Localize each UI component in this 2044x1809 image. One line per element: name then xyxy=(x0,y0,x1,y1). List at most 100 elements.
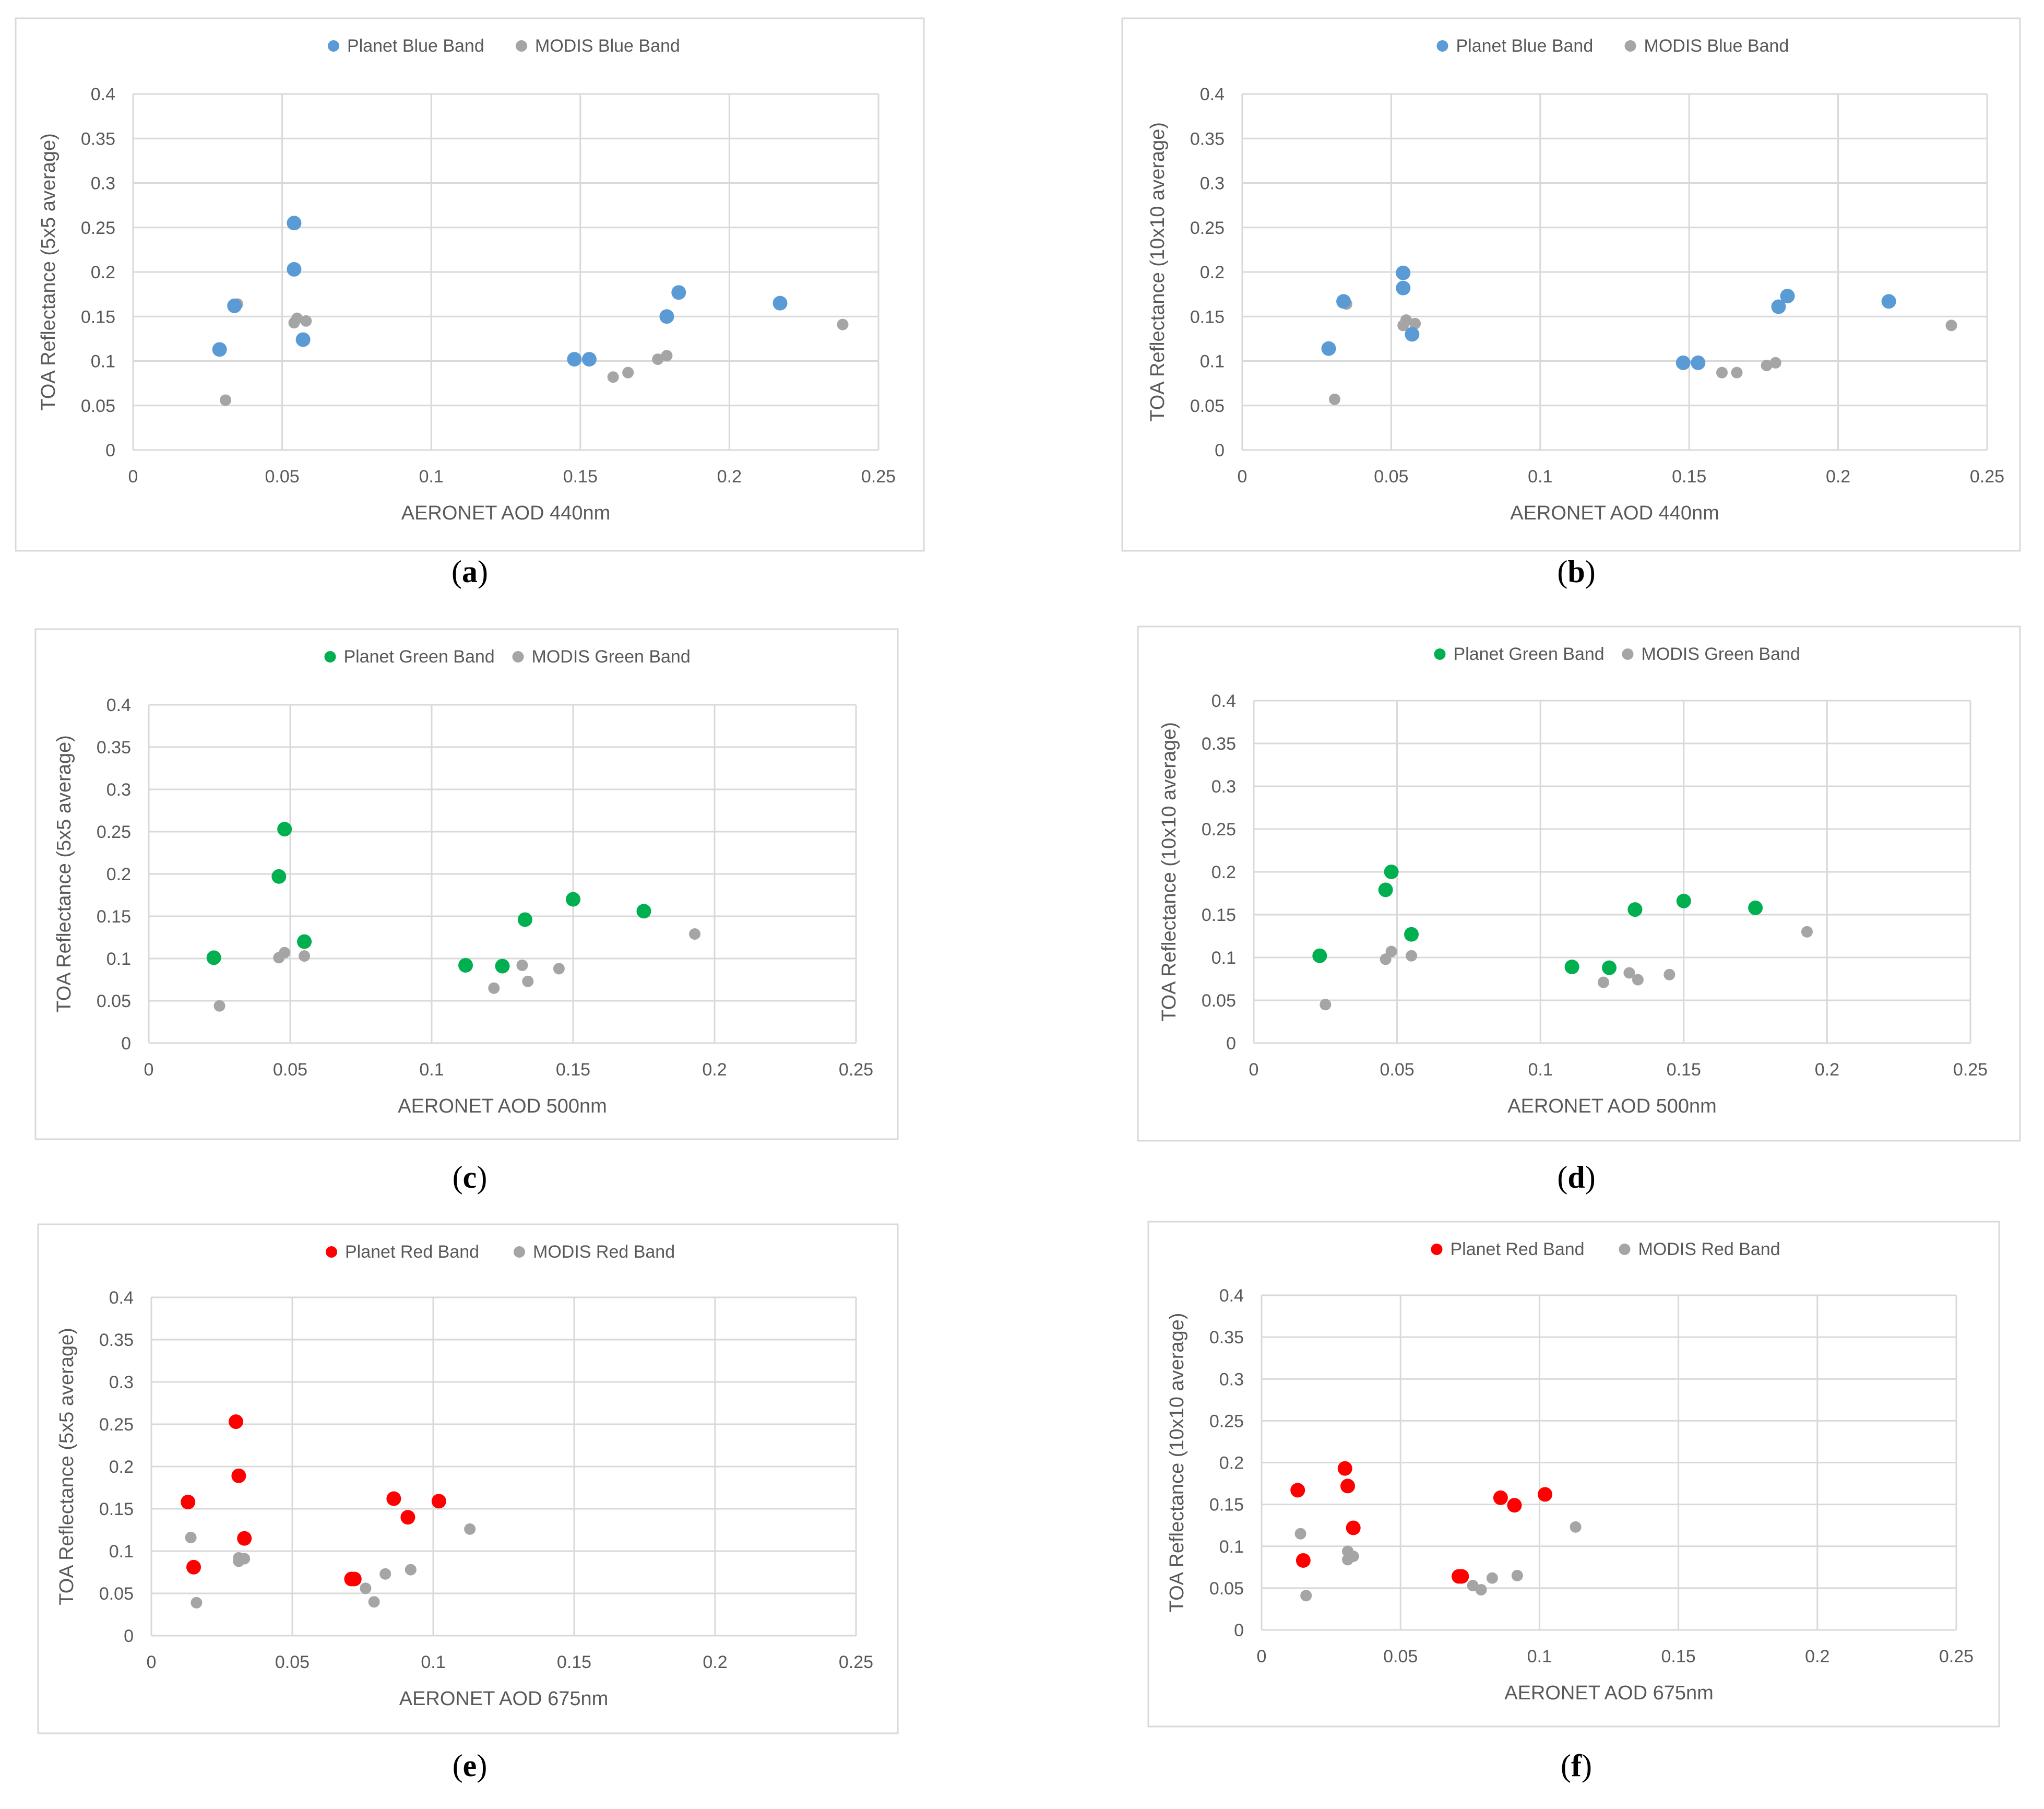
x-tick-label: 0 xyxy=(1238,467,1247,487)
x-tick-label: 0.05 xyxy=(1374,467,1408,487)
data-point xyxy=(652,353,664,365)
data-point xyxy=(1337,1461,1352,1476)
data-point xyxy=(1945,320,1957,332)
legend-label: MODIS Green Band xyxy=(532,647,691,667)
y-tick-label: 0.15 xyxy=(1209,1495,1244,1515)
panel-letter: e xyxy=(463,1748,477,1783)
x-tick-label: 0.25 xyxy=(1970,467,2004,487)
data-point xyxy=(1404,927,1419,942)
data-point xyxy=(1623,967,1635,979)
data-point xyxy=(1761,360,1773,372)
x-tick-label: 0.15 xyxy=(1672,467,1706,487)
data-point xyxy=(405,1564,417,1576)
x-tick-label: 0.25 xyxy=(1953,1060,1988,1080)
y-tick-label: 0 xyxy=(1226,1034,1236,1054)
y-tick-label: 0.35 xyxy=(1190,129,1225,149)
x-tick-label: 0.15 xyxy=(1667,1060,1701,1080)
y-tick-label: 0.2 xyxy=(91,263,115,282)
y-tick-label: 0.15 xyxy=(81,307,115,327)
legend-marker xyxy=(514,1246,525,1258)
data-point xyxy=(239,1553,251,1565)
y-tick-label: 0.2 xyxy=(1211,862,1236,882)
data-point xyxy=(1409,317,1421,329)
legend-marker xyxy=(1619,1244,1631,1255)
legend-marker xyxy=(1624,40,1636,52)
data-point xyxy=(368,1596,380,1608)
x-tick-label: 0.05 xyxy=(1380,1060,1415,1080)
data-point xyxy=(607,371,619,383)
panel-letter: a xyxy=(462,554,478,589)
data-point xyxy=(1801,926,1813,938)
panel-caption: (a) xyxy=(451,554,488,589)
x-tick-label: 0.1 xyxy=(1527,1647,1552,1666)
y-tick-label: 0.3 xyxy=(1219,1369,1244,1389)
panel-letter: b xyxy=(1567,554,1585,589)
data-point xyxy=(1493,1490,1508,1505)
data-point xyxy=(400,1510,415,1525)
y-tick-label: 0.1 xyxy=(1211,948,1236,968)
y-tick-label: 0.25 xyxy=(1209,1411,1244,1431)
x-tick-label: 0 xyxy=(1249,1060,1259,1080)
data-point xyxy=(287,216,302,231)
panel-caption: (f) xyxy=(1561,1748,1592,1783)
data-point xyxy=(227,298,242,313)
data-point xyxy=(1320,999,1332,1011)
data-point xyxy=(622,366,634,379)
y-tick-label: 0.1 xyxy=(109,1542,134,1562)
x-tick-label: 0 xyxy=(144,1060,154,1080)
y-tick-label: 0.3 xyxy=(91,174,115,194)
data-point xyxy=(1881,294,1896,309)
data-point xyxy=(1378,882,1393,897)
data-point xyxy=(464,1523,476,1535)
y-axis-title: TOA Reflectance (5x5 average) xyxy=(38,133,60,411)
legend-marker xyxy=(1436,40,1448,52)
legend-label: MODIS Red Band xyxy=(1638,1239,1780,1259)
data-point xyxy=(271,869,287,884)
data-point xyxy=(300,315,312,327)
data-point xyxy=(1627,902,1643,917)
data-point xyxy=(671,285,686,300)
y-tick-label: 0 xyxy=(1234,1621,1244,1640)
y-tick-label: 0.3 xyxy=(106,780,131,800)
y-tick-label: 0.15 xyxy=(1202,905,1236,925)
x-tick-label: 0.2 xyxy=(717,467,742,487)
data-point xyxy=(1396,265,1411,280)
data-point xyxy=(1602,960,1617,975)
y-tick-label: 0 xyxy=(121,1034,131,1054)
legend-marker xyxy=(326,1246,337,1258)
x-tick-label: 0.05 xyxy=(1383,1647,1418,1666)
data-point xyxy=(1570,1521,1582,1533)
data-point xyxy=(773,295,788,311)
data-point xyxy=(279,947,291,959)
data-point xyxy=(1475,1584,1487,1596)
x-tick-label: 0.15 xyxy=(557,1652,591,1672)
data-point xyxy=(1321,341,1336,356)
data-point xyxy=(458,957,473,973)
y-tick-label: 0.25 xyxy=(99,1415,134,1435)
y-tick-label: 0.15 xyxy=(1190,307,1225,327)
data-point xyxy=(1538,1487,1553,1502)
y-axis-title: TOA Reflectance (5x5 average) xyxy=(53,735,75,1013)
x-tick-label: 0.2 xyxy=(1826,467,1850,487)
y-tick-label: 0.35 xyxy=(1209,1328,1244,1347)
legend-marker xyxy=(1434,648,1446,660)
data-point xyxy=(1731,366,1743,379)
data-point xyxy=(206,950,221,965)
y-axis-title: TOA Reflectance (5x5 average) xyxy=(56,1328,78,1605)
data-point xyxy=(581,352,597,367)
chart-panel-b: 0 0.05 0.1 0.15 0.2 0.25 0.3 0.35 0.4 0 0.05 0.1 0.1… xyxy=(1121,17,2021,589)
y-tick-label: 0.25 xyxy=(97,822,131,842)
data-point xyxy=(386,1491,401,1506)
chart-panel-e: 0 0.05 0.1 0.15 0.2 0.25 0.3 0.35 0.4 0 0.05 0.1 0.1… xyxy=(37,1223,899,1783)
legend-marker xyxy=(1431,1244,1443,1255)
data-point xyxy=(1296,1553,1311,1568)
y-tick-label: 0.4 xyxy=(91,85,115,104)
data-point xyxy=(488,982,500,994)
data-point xyxy=(212,342,227,357)
y-tick-label: 0.4 xyxy=(109,1288,134,1308)
x-axis-title: AERONET AOD 440nm xyxy=(1510,502,1719,524)
data-point xyxy=(1507,1498,1522,1513)
y-axis-title: TOA Reflectance (10x10 average) xyxy=(1166,1313,1188,1613)
x-tick-label: 0.05 xyxy=(275,1652,310,1672)
